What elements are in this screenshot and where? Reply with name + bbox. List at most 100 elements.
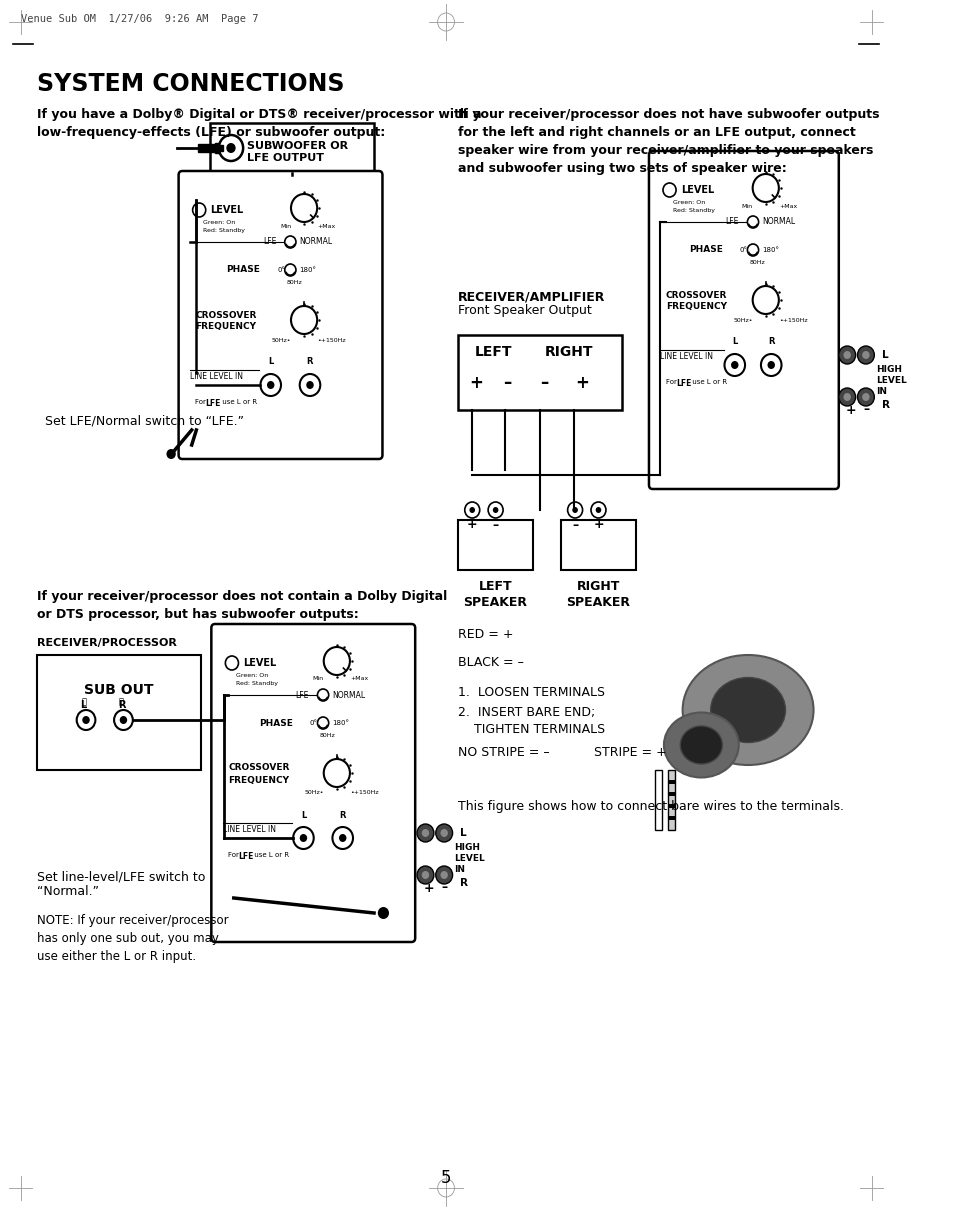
FancyBboxPatch shape — [648, 151, 838, 489]
Text: CROSSOVER: CROSSOVER — [195, 311, 256, 319]
Text: R: R — [767, 338, 774, 346]
Circle shape — [862, 351, 869, 359]
Text: L: L — [881, 350, 887, 361]
Text: LEVEL: LEVEL — [243, 658, 276, 668]
Text: PHASE: PHASE — [688, 246, 722, 254]
Text: PHASE: PHASE — [226, 265, 260, 275]
Text: L: L — [80, 701, 87, 710]
Ellipse shape — [679, 726, 721, 764]
Bar — [198, 144, 214, 152]
Text: BLACK = –: BLACK = – — [457, 656, 523, 669]
Text: Green: On: Green: On — [673, 200, 705, 204]
Text: •+150Hz: •+150Hz — [316, 338, 345, 342]
Text: +: + — [593, 519, 603, 531]
Circle shape — [842, 393, 850, 401]
Text: 80Hz: 80Hz — [286, 280, 302, 286]
Text: R: R — [339, 811, 346, 819]
Text: HIGH
LEVEL
IN: HIGH LEVEL IN — [875, 365, 906, 396]
Text: –: – — [492, 519, 498, 531]
Text: Set line-level/LFE switch to
“Normal.”: Set line-level/LFE switch to “Normal.” — [37, 870, 206, 898]
Circle shape — [862, 393, 869, 401]
Circle shape — [436, 866, 452, 885]
Text: +Max: +Max — [778, 203, 797, 208]
Text: For: For — [665, 379, 679, 385]
Text: +Max: +Max — [350, 676, 368, 681]
Text: Red: Standby: Red: Standby — [203, 227, 245, 234]
Bar — [457, 520, 533, 570]
Text: use L or R: use L or R — [689, 379, 726, 385]
Text: LFE: LFE — [263, 237, 276, 247]
FancyBboxPatch shape — [178, 171, 382, 459]
Circle shape — [377, 908, 389, 920]
Text: This figure shows how to connect bare wires to the terminals.: This figure shows how to connect bare wi… — [457, 800, 843, 813]
Text: +Max: +Max — [316, 224, 335, 229]
Text: SYSTEM CONNECTIONS: SYSTEM CONNECTIONS — [37, 73, 345, 96]
Text: For: For — [228, 852, 241, 858]
Text: +: + — [575, 374, 588, 392]
Text: LEVEL: LEVEL — [680, 185, 713, 195]
Text: Venue Sub OM  1/27/06  9:26 AM  Page 7: Venue Sub OM 1/27/06 9:26 AM Page 7 — [21, 15, 258, 24]
Text: L: L — [268, 357, 274, 367]
Ellipse shape — [663, 713, 738, 778]
Circle shape — [572, 507, 578, 513]
Text: use L or R: use L or R — [219, 399, 256, 405]
Text: 0°: 0° — [277, 267, 285, 273]
Ellipse shape — [682, 655, 813, 765]
Text: RIGHT: RIGHT — [544, 345, 592, 359]
Text: NO STRIPE = –: NO STRIPE = – — [457, 747, 549, 759]
Text: RED = +: RED = + — [457, 628, 513, 641]
Text: 50Hz•: 50Hz• — [272, 338, 291, 342]
Text: LFE: LFE — [238, 852, 253, 862]
Text: RIGHT
SPEAKER: RIGHT SPEAKER — [566, 580, 630, 609]
Bar — [667, 780, 675, 784]
Text: Set LFE/Normal switch to “LFE.”: Set LFE/Normal switch to “LFE.” — [45, 415, 244, 428]
Circle shape — [338, 834, 346, 842]
Circle shape — [842, 351, 850, 359]
Text: LFE OUTPUT: LFE OUTPUT — [247, 152, 323, 163]
Text: use L or R: use L or R — [253, 852, 290, 858]
Circle shape — [82, 716, 90, 724]
Text: LFE: LFE — [725, 218, 739, 226]
Text: LINE LEVEL IN: LINE LEVEL IN — [659, 352, 713, 361]
Text: Front Speaker Output: Front Speaker Output — [457, 304, 591, 317]
Circle shape — [416, 866, 434, 885]
Text: 0°: 0° — [310, 720, 317, 726]
Text: CROSSOVER: CROSSOVER — [228, 764, 290, 772]
Text: R: R — [459, 878, 468, 888]
Circle shape — [267, 381, 274, 388]
Bar — [667, 803, 675, 808]
Text: 50Hz•: 50Hz• — [733, 317, 752, 323]
Text: 50Hz•: 50Hz• — [304, 790, 323, 795]
Text: FREQUENCY: FREQUENCY — [228, 776, 289, 784]
Bar — [667, 793, 675, 796]
Circle shape — [166, 449, 175, 459]
Text: NORMAL: NORMAL — [332, 691, 365, 699]
Bar — [457, 335, 621, 410]
Text: For: For — [195, 399, 209, 405]
Text: Red: Standby: Red: Standby — [673, 208, 715, 213]
Text: –: – — [540, 374, 548, 392]
Text: FREQUENCY: FREQUENCY — [195, 323, 256, 332]
Text: 180°: 180° — [332, 720, 349, 726]
Text: Min: Min — [313, 676, 323, 681]
Bar — [667, 816, 675, 820]
Text: STRIPE = +: STRIPE = + — [593, 747, 666, 759]
Text: L: L — [300, 811, 306, 819]
Text: R: R — [881, 401, 889, 410]
Circle shape — [416, 824, 434, 842]
Bar — [214, 143, 218, 152]
Text: +: + — [466, 519, 477, 531]
Text: •+150Hz: •+150Hz — [350, 790, 378, 795]
Text: NOTE: If your receiver/processor
has only one sub out, you may
use either the L : NOTE: If your receiver/processor has onl… — [37, 914, 229, 963]
Text: 80Hz: 80Hz — [319, 733, 335, 738]
Text: –: – — [502, 374, 511, 392]
Text: –: – — [862, 403, 868, 416]
FancyBboxPatch shape — [212, 624, 415, 943]
Circle shape — [440, 829, 448, 837]
Circle shape — [440, 871, 448, 878]
Circle shape — [226, 143, 235, 152]
Ellipse shape — [710, 678, 784, 743]
Bar — [211, 123, 374, 173]
Text: LEVEL: LEVEL — [211, 204, 243, 215]
Text: R: R — [307, 357, 313, 367]
